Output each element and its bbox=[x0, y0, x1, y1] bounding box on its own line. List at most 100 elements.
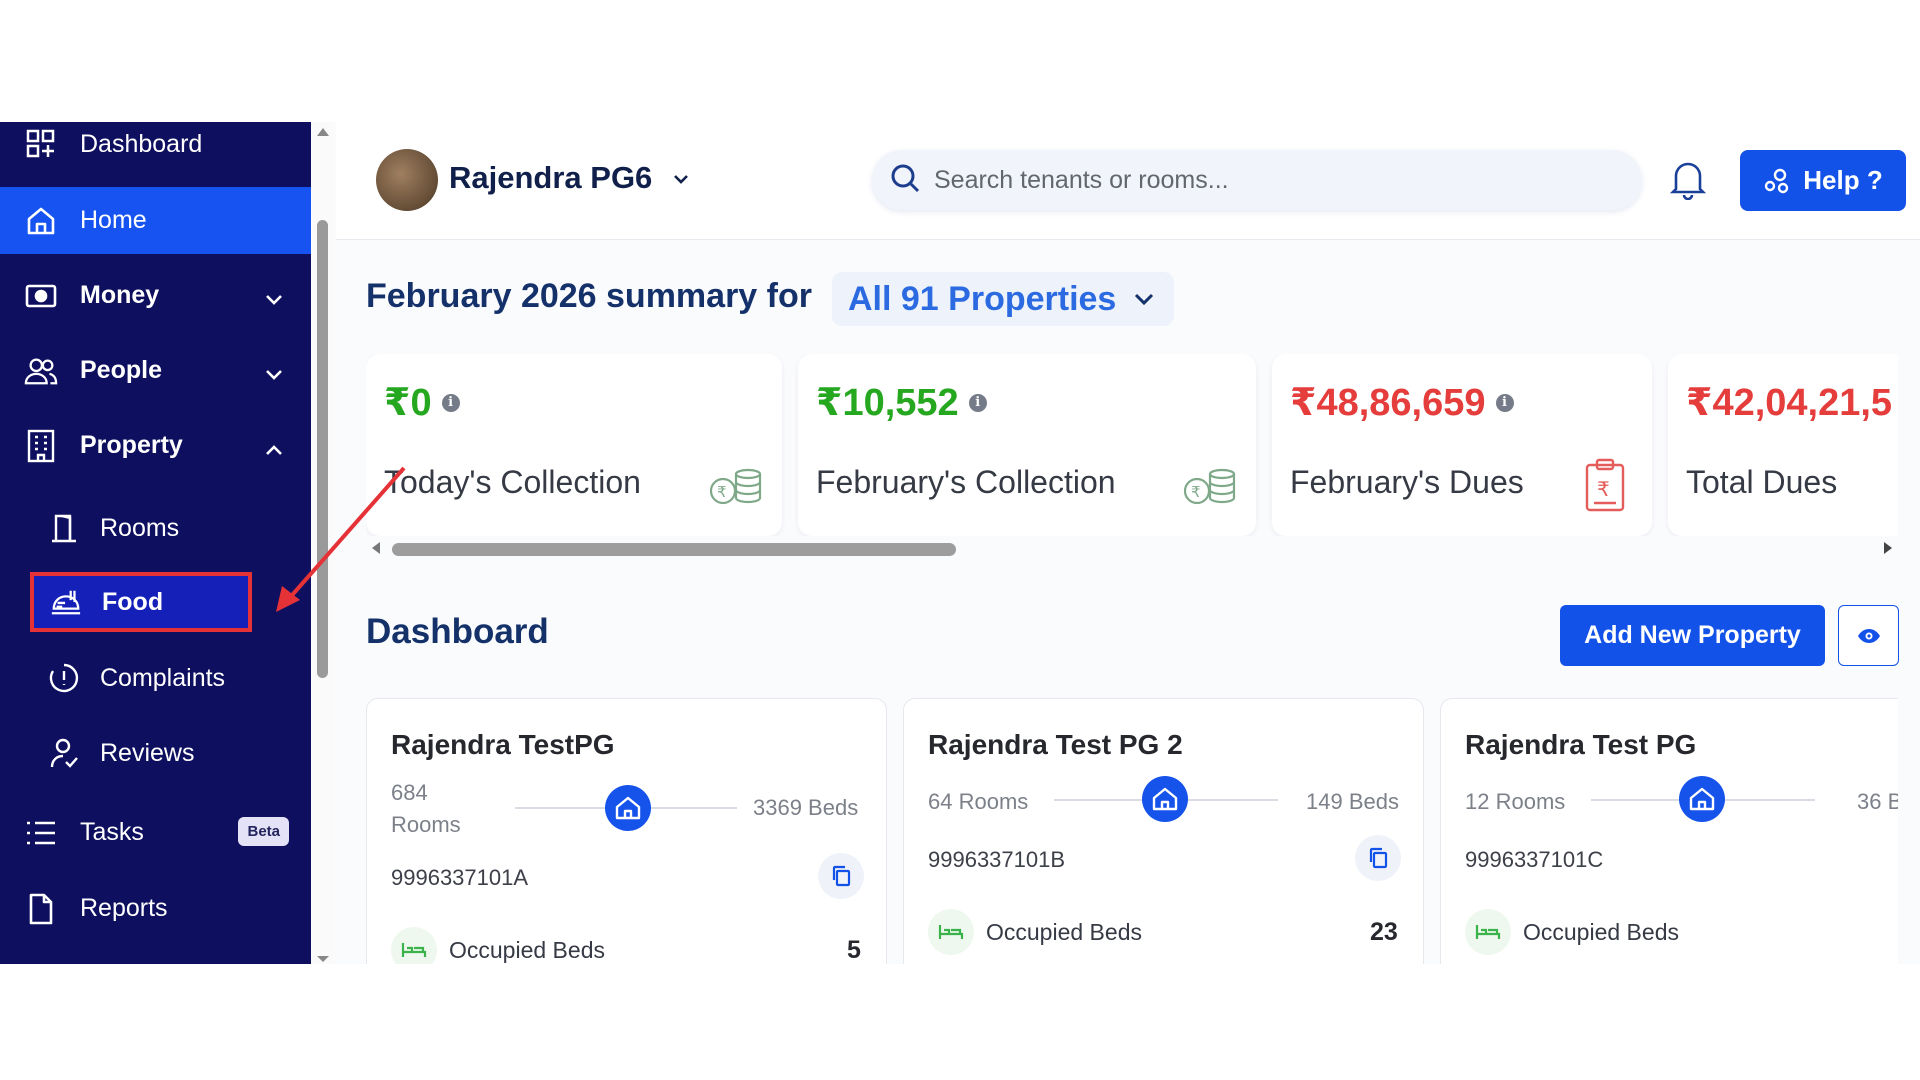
people-icon bbox=[24, 354, 58, 388]
info-icon[interactable]: i bbox=[1495, 393, 1514, 412]
property-card[interactable]: Rajendra Test PG 12 Rooms 36 B 999633710… bbox=[1440, 698, 1898, 964]
food-icon bbox=[50, 586, 82, 618]
stat-value: ₹42,04,21,5 bbox=[1686, 382, 1893, 424]
sidebar-subitem-food[interactable]: Food bbox=[30, 572, 252, 632]
svg-text:₹: ₹ bbox=[1597, 477, 1610, 501]
app-frame: Dashboard Home Money People bbox=[0, 122, 1920, 964]
money-icon bbox=[24, 279, 58, 313]
coins-icon: ₹ bbox=[1182, 464, 1238, 513]
property-select-value: All 91 Properties bbox=[848, 279, 1117, 318]
add-new-property-button[interactable]: Add New Property bbox=[1560, 605, 1825, 666]
summary-scroll-thumb[interactable] bbox=[392, 543, 956, 556]
property-phone: 9996337101A bbox=[391, 865, 529, 890]
toggle-visibility-button[interactable] bbox=[1838, 605, 1899, 666]
sidebar-item-dashboard[interactable]: Dashboard bbox=[0, 122, 311, 166]
beds-count: 3369 Beds bbox=[753, 795, 859, 820]
occupied-beds-label: Occupied Beds bbox=[1523, 919, 1679, 945]
info-icon[interactable]: i bbox=[968, 393, 987, 412]
chevron-down-icon bbox=[674, 175, 688, 185]
copy-icon[interactable] bbox=[1355, 835, 1401, 881]
stat-card-feb-collection[interactable]: ₹10,552 i February's Collection ₹ bbox=[798, 354, 1256, 536]
bed-icon bbox=[391, 927, 437, 964]
property-name: Rajendra Test PG 2 bbox=[928, 729, 1183, 760]
property-phone: 9996337101C bbox=[1465, 847, 1604, 872]
summary-horizontal-scrollbar[interactable] bbox=[366, 538, 1896, 558]
search-bar[interactable] bbox=[872, 150, 1642, 210]
door-icon bbox=[48, 512, 80, 544]
pg-name: Rajendra PG6 bbox=[449, 160, 653, 195]
property-select[interactable]: All 91 Properties bbox=[832, 272, 1175, 326]
stat-label: February's Dues bbox=[1290, 464, 1524, 500]
stat-label: Today's Collection bbox=[384, 464, 641, 500]
grid-icon bbox=[24, 127, 58, 161]
sidebar-item-tasks[interactable]: Tasks Beta bbox=[0, 799, 311, 866]
sidebar-item-label: Dashboard bbox=[80, 129, 203, 158]
stat-value: ₹0 i bbox=[384, 380, 460, 425]
home-icon bbox=[24, 204, 58, 238]
copy-icon[interactable] bbox=[818, 853, 864, 899]
stat-card-total-dues[interactable]: ₹42,04,21,5 Total Dues bbox=[1668, 354, 1898, 536]
coins-icon: ₹ bbox=[708, 464, 764, 513]
info-icon[interactable]: i bbox=[441, 393, 460, 412]
sidebar-item-reports[interactable]: Reports bbox=[0, 875, 311, 942]
annotation-arrow bbox=[276, 466, 406, 612]
sidebar-subitem-label: Food bbox=[102, 587, 164, 616]
property-card[interactable]: Rajendra Test PG 2 64 Rooms 149 Beds 999… bbox=[903, 698, 1424, 964]
sidebar-item-label: Home bbox=[80, 206, 147, 234]
sidebar-subitem-label: Complaints bbox=[100, 663, 226, 692]
bed-icon bbox=[1465, 909, 1511, 955]
occupied-beds-label: Occupied Beds bbox=[986, 919, 1142, 945]
stat-label: Total Dues bbox=[1686, 464, 1838, 500]
avatar[interactable] bbox=[376, 149, 438, 211]
svg-text:₹: ₹ bbox=[1191, 483, 1201, 501]
stat-value: ₹10,552 i bbox=[816, 380, 987, 425]
summary-cards: ₹0 i Today's Collection ₹ ₹10,552 i Februa… bbox=[366, 354, 1898, 536]
property-cards: Rajendra TestPG 684 Rooms 3369 Beds 9996… bbox=[366, 698, 1898, 964]
sidebar-subitem-label: Rooms bbox=[100, 513, 180, 542]
sidebar-subitem-complaints[interactable]: Complaints bbox=[48, 648, 288, 708]
sidebar-item-label: Reports bbox=[80, 894, 168, 922]
sidebar-item-property[interactable]: Property bbox=[0, 412, 311, 479]
sidebar-item-home[interactable]: Home bbox=[0, 187, 311, 254]
svg-text:₹: ₹ bbox=[717, 483, 727, 501]
sidebar-item-money[interactable]: Money bbox=[0, 262, 311, 329]
sidebar-item-label: People bbox=[80, 356, 162, 384]
stat-card-today[interactable]: ₹0 i Today's Collection ₹ bbox=[366, 354, 782, 536]
summary-title: February 2026 summary for bbox=[366, 277, 812, 315]
house-icon bbox=[1679, 776, 1725, 822]
sidebar-item-label: Money bbox=[80, 281, 160, 309]
top-header: Rajendra PG6 Help ? bbox=[336, 122, 1920, 240]
complaint-clock-icon bbox=[48, 662, 80, 694]
dashboard-title: Dashboard bbox=[366, 612, 549, 651]
rooms-count: 64 Rooms bbox=[928, 789, 1029, 814]
beds-count: 149 Beds bbox=[1306, 789, 1399, 814]
chevron-down-icon bbox=[1135, 293, 1154, 305]
help-button[interactable]: Help ? bbox=[1740, 150, 1906, 211]
beta-badge: Beta bbox=[238, 817, 289, 846]
beds-count: 36 B bbox=[1857, 789, 1898, 814]
sidebar-item-people[interactable]: People bbox=[0, 337, 311, 404]
search-icon bbox=[890, 163, 920, 198]
search-input[interactable] bbox=[934, 165, 1574, 195]
list-icon bbox=[24, 816, 58, 850]
stat-card-feb-dues[interactable]: ₹48,86,659 i February's Dues ₹ bbox=[1272, 354, 1652, 536]
occupied-beds-value: 5 bbox=[847, 936, 861, 964]
stat-value: ₹48,86,659 i bbox=[1290, 380, 1514, 425]
rooms-count: 12 Rooms bbox=[1465, 789, 1566, 814]
chevron-up-icon bbox=[265, 434, 283, 463]
sidebar-subitem-reviews[interactable]: Reviews bbox=[48, 723, 288, 783]
property-phone: 9996337101B bbox=[928, 847, 1066, 872]
sidebar-scroll-thumb[interactable] bbox=[317, 220, 328, 678]
property-card[interactable]: Rajendra TestPG 684 Rooms 3369 Beds 9996… bbox=[366, 698, 887, 964]
pg-selector[interactable]: Rajendra PG6 bbox=[449, 160, 689, 196]
property-name: Rajendra Test PG bbox=[1465, 729, 1697, 760]
notification-bell-icon[interactable] bbox=[1668, 158, 1708, 205]
receipt-rupee-icon: ₹ bbox=[1584, 458, 1626, 517]
chevron-down-icon bbox=[265, 284, 283, 313]
sidebar-subitem-label: Reviews bbox=[100, 738, 195, 767]
help-label: Help ? bbox=[1803, 165, 1883, 195]
document-icon bbox=[24, 892, 58, 926]
help-people-icon bbox=[1765, 168, 1789, 193]
chevron-down-icon bbox=[265, 359, 283, 388]
sidebar-subitem-rooms[interactable]: Rooms bbox=[48, 498, 288, 558]
